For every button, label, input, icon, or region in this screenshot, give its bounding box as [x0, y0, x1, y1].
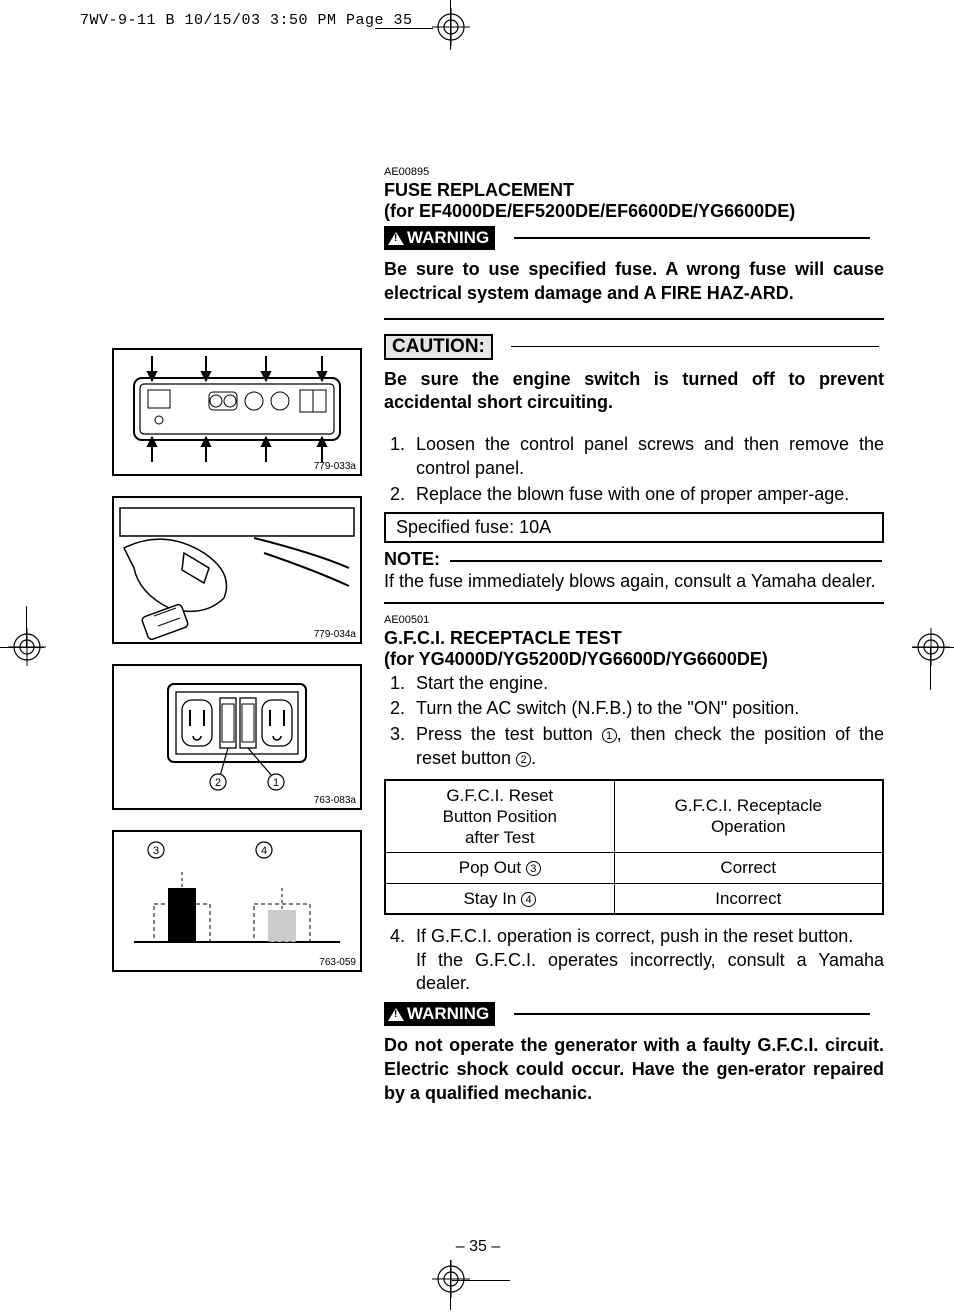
- gfci-subtitle: (for YG4000D/YG5200D/YG6600D/YG6600DE): [384, 649, 884, 670]
- list-item: Turn the AC switch (N.F.B.) to the "ON" …: [410, 697, 884, 721]
- table-header-cell: G.F.C.I. Receptacle Operation: [614, 780, 883, 853]
- fuse-subtitle: (for EF4000DE/EF5200DE/EF6600DE/YG6600DE…: [384, 201, 884, 222]
- table-header-cell: G.F.C.I. Reset Button Position after Tes…: [385, 780, 614, 853]
- rule-line: [450, 560, 882, 562]
- fuse-steps-list: Loosen the control panel screws and then…: [384, 433, 884, 506]
- page-number: – 35 –: [456, 1238, 500, 1256]
- print-job-header: 7WV-9-11 B 10/15/03 3:50 PM Page 35: [80, 12, 413, 29]
- figure-3-panel: 2 1 763-083a: [112, 664, 362, 810]
- divider: [384, 602, 884, 604]
- circled-3-icon: 3: [526, 861, 541, 876]
- gfci-step-4: If G.F.C.I. operation is correct, push i…: [384, 925, 884, 996]
- circled-4-icon: 4: [521, 892, 536, 907]
- figure-1-label: 779-033a: [314, 461, 356, 472]
- figure-3-label: 763-083a: [314, 795, 356, 806]
- control-panel-diagram-icon: [114, 350, 360, 474]
- registration-mark-icon: [912, 628, 950, 666]
- svg-text:3: 3: [153, 845, 159, 857]
- note-text: If the fuse immediately blows again, con…: [384, 570, 884, 594]
- list-item: If G.F.C.I. operation is correct, push i…: [410, 925, 884, 996]
- warning-2-text: Do not operate the generator with a faul…: [384, 1034, 884, 1105]
- page-content: 779-033a 779-034a: [72, 48, 884, 1252]
- table-cell: Incorrect: [614, 883, 883, 914]
- warning-badge: WARNING: [384, 1002, 495, 1026]
- warning-label: WARNING: [407, 1004, 489, 1024]
- figure-1-panel: 779-033a: [112, 348, 362, 476]
- figure-2-panel: 779-034a: [112, 496, 362, 644]
- rule-line: [514, 237, 870, 239]
- table-cell: Pop Out 3: [385, 853, 614, 883]
- warning-1-text: Be sure to use specified fuse. A wrong f…: [384, 258, 884, 306]
- svg-text:4: 4: [261, 845, 267, 857]
- figure-4-label: 763-059: [319, 957, 356, 968]
- warning-label: WARNING: [407, 228, 489, 248]
- button-position-diagram-icon: 3 4: [114, 832, 360, 970]
- table-cell: Stay In 4: [385, 883, 614, 914]
- gfci-steps-list: Start the engine. Turn the AC switch (N.…: [384, 672, 884, 771]
- circled-2-icon: 2: [516, 752, 531, 767]
- list-item: Press the test button 1, then check the …: [410, 723, 884, 771]
- divider: [384, 318, 884, 320]
- warning-badge: WARNING: [384, 226, 495, 250]
- registration-mark-icon: [432, 1260, 470, 1298]
- caution-text: Be sure the engine switch is turned off …: [384, 368, 884, 416]
- warning-triangle-icon: [388, 1008, 404, 1021]
- list-item: Start the engine.: [410, 672, 884, 696]
- rule-line: [514, 1013, 870, 1015]
- gfci-title: G.F.C.I. RECEPTACLE TEST: [384, 628, 884, 649]
- svg-text:1: 1: [273, 777, 279, 789]
- list-item: Loosen the control panel screws and then…: [410, 433, 884, 481]
- list-item: Replace the blown fuse with one of prope…: [410, 483, 884, 507]
- fuse-title: FUSE REPLACEMENT: [384, 180, 884, 201]
- caution-badge: CAUTION:: [384, 334, 493, 360]
- table-cell: Correct: [614, 853, 883, 883]
- registration-mark-icon: [432, 8, 470, 46]
- registration-mark-icon: [8, 628, 46, 666]
- figure-4-panel: 3 4 763-059: [112, 830, 362, 972]
- svg-text:2: 2: [215, 777, 221, 789]
- spec-fuse-box: Specified fuse: 10A: [384, 512, 884, 543]
- rule-line: [511, 346, 879, 348]
- gfci-receptacle-diagram-icon: 2 1: [114, 666, 360, 808]
- circled-1-icon: 1: [602, 728, 617, 743]
- fuse-replace-diagram-icon: [114, 498, 360, 642]
- ref-code-1: AE00895: [384, 166, 884, 178]
- gfci-table: G.F.C.I. Reset Button Position after Tes…: [384, 779, 884, 915]
- figure-2-label: 779-034a: [314, 629, 356, 640]
- warning-triangle-icon: [388, 232, 404, 245]
- ref-code-2: AE00501: [384, 614, 884, 626]
- note-label: NOTE:: [384, 549, 440, 570]
- right-column: AE00895 FUSE REPLACEMENT (for EF4000DE/E…: [384, 166, 884, 1105]
